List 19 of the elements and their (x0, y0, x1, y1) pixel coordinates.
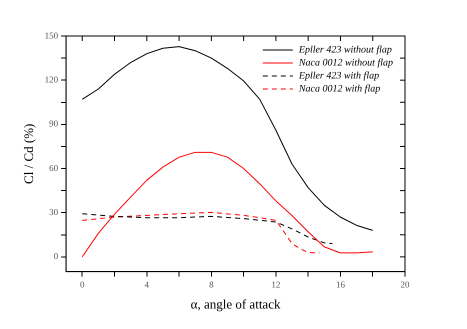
y-tick-label: 150 (44, 30, 59, 40)
x-tick-label: 16 (336, 279, 346, 290)
legend-label: Epller 423 with flap (298, 70, 380, 82)
x-tick-label: 12 (271, 279, 280, 290)
line-series (82, 213, 333, 244)
x-axis-title: α, angle of attack (190, 296, 281, 312)
x-tick-label: 20 (400, 279, 410, 290)
legend-label: Naca 0012 with flap (298, 84, 380, 95)
x-tick-label: 4 (144, 279, 150, 290)
y-tick-label: 90 (49, 118, 59, 129)
x-tick-label: 8 (209, 279, 214, 290)
x-tick-label: 0 (80, 279, 85, 290)
legend-label: Epller 423 without flap (298, 44, 392, 56)
y-axis-title: Cl / Cd (%) (21, 124, 36, 184)
y-tick-label: 0 (54, 251, 59, 262)
y-tick-label: 60 (49, 162, 59, 173)
y-tick-label: 120 (44, 74, 59, 85)
legend-label: Naca 0012 without flap (298, 58, 393, 69)
y-tick-label: 30 (49, 207, 59, 218)
